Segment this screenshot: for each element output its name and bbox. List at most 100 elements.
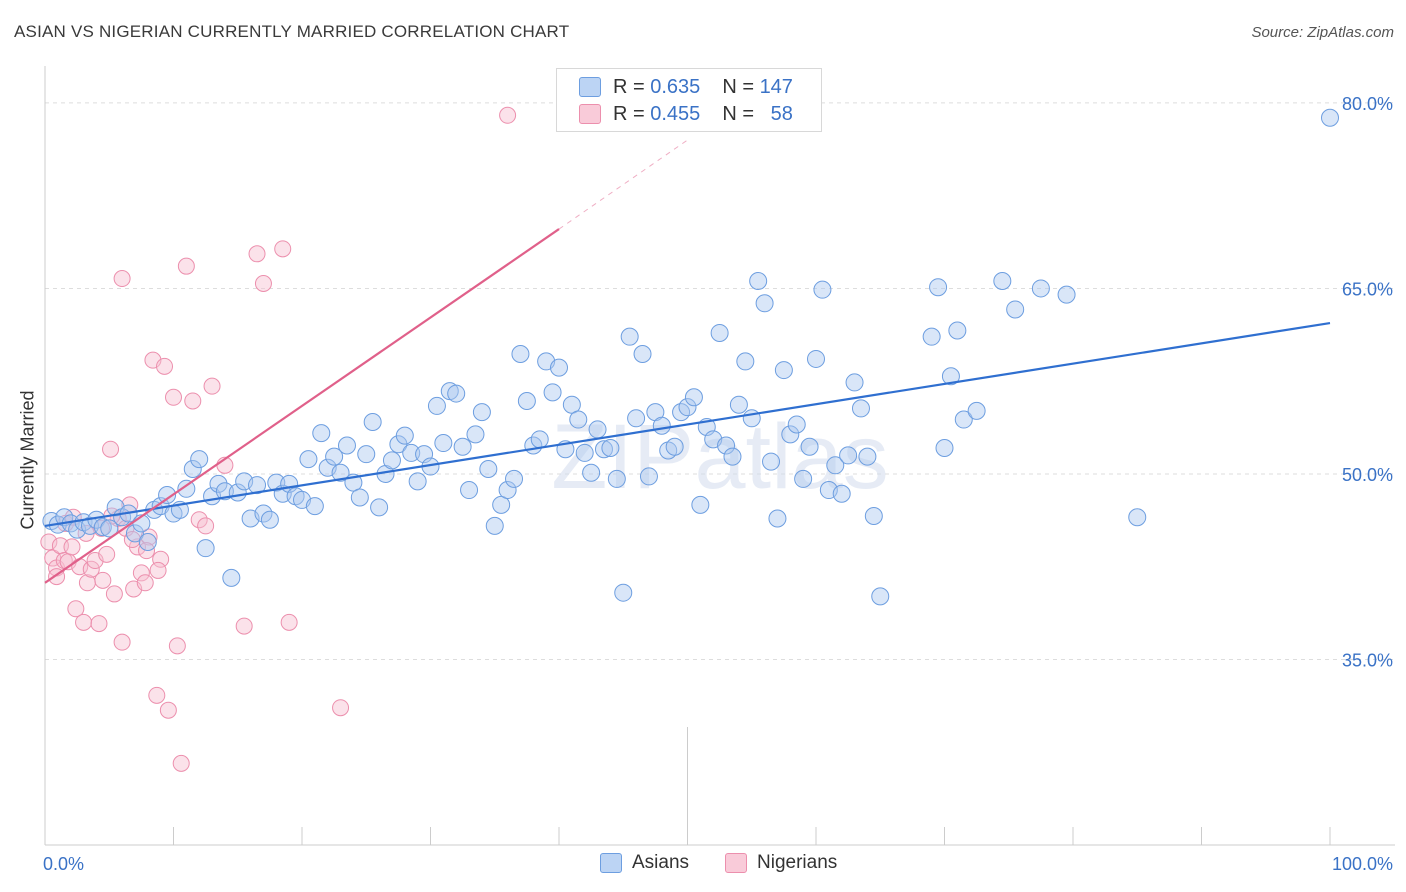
nigerian-point [254, 274, 272, 292]
asian-point [485, 516, 504, 535]
legend-item-asians[interactable]: Asians [600, 852, 689, 874]
x-tick-label-min: 0.0% [43, 854, 84, 874]
asian-point [125, 524, 144, 543]
asian-point [601, 438, 620, 457]
nigerian-point [94, 571, 112, 589]
asian-point [813, 280, 832, 299]
asian-point [575, 443, 594, 462]
asian-point [331, 463, 350, 482]
asian-point [736, 352, 755, 371]
asian-point [190, 450, 209, 469]
asians-n-label: N = [722, 75, 754, 98]
nigerian-point [102, 440, 120, 458]
asian-point [710, 323, 729, 342]
nigerian-point [82, 560, 100, 578]
asian-point [505, 469, 524, 488]
tick-labels: 35.0% 50.0% 65.0% 80.0% 0.0% 100.0% [43, 94, 1393, 874]
nigerian-point [165, 388, 182, 406]
nigerian-point [168, 637, 186, 655]
asian-point [305, 497, 324, 516]
legend-item-nigerians[interactable]: Nigerians [725, 852, 837, 874]
asian-point [427, 396, 446, 415]
nigerian-point [90, 615, 108, 633]
nigerian-point [248, 245, 266, 263]
asian-point [691, 495, 710, 514]
nigerians-points [40, 106, 517, 772]
y-tick-label: 65.0% [1342, 279, 1393, 299]
asian-point [1128, 508, 1147, 527]
nigerians-trend-extension [558, 139, 688, 230]
asian-point [954, 410, 973, 429]
asian-point [800, 437, 819, 456]
asian-point [633, 344, 652, 363]
asian-point [350, 488, 369, 507]
asian-point [781, 425, 800, 444]
nigerian-point [136, 574, 154, 592]
asian-point [562, 395, 581, 414]
nigerian-point [235, 617, 253, 635]
asian-point [466, 425, 485, 444]
legend-row-nigerians: R = 0.455 N = 58 [579, 102, 793, 126]
asian-point [922, 327, 941, 346]
asian-point [832, 484, 851, 503]
nigerians-legend-label: Nigerians [757, 852, 838, 873]
nigerians-r-label: R = [613, 102, 645, 125]
asian-point [260, 510, 279, 529]
asian-point [93, 518, 112, 537]
y-tick-label: 50.0% [1342, 465, 1393, 485]
correlation-legend: R = 0.635 N = 147 R = 0.455 N = 58 [556, 68, 822, 132]
nigerian-point [274, 240, 292, 258]
asian-point [620, 327, 639, 346]
nigerian-point [132, 564, 150, 582]
nigerian-point [93, 519, 111, 537]
asians-n-value: 147 [759, 75, 793, 98]
asian-point [929, 278, 948, 297]
asian-point [851, 399, 870, 418]
nigerian-point [113, 270, 131, 288]
asian-point [1006, 300, 1025, 319]
asian-point [652, 416, 671, 435]
asian-point [1057, 285, 1076, 304]
asian-point [370, 498, 389, 517]
nigerian-point [499, 106, 517, 124]
asian-point [871, 587, 890, 606]
asian-point [530, 430, 549, 449]
asians-swatch [579, 77, 601, 97]
nigerian-point [156, 357, 174, 375]
asian-point [762, 452, 781, 471]
asian-point [408, 472, 427, 491]
asian-point [684, 388, 703, 407]
nigerians-n-value: 58 [770, 102, 793, 125]
nigerians-trend-line [44, 228, 560, 584]
asian-point [614, 583, 633, 602]
nigerian-point [159, 701, 177, 719]
asian-point [183, 460, 202, 479]
asian-point [267, 473, 286, 492]
y-axis-label: Currently Married [17, 390, 38, 530]
nigerian-point [63, 538, 81, 556]
nigerian-point [184, 392, 202, 410]
asian-point [1031, 279, 1050, 298]
asian-point [543, 383, 562, 402]
asians-legend-swatch [600, 853, 622, 873]
nigerians-r-value: 0.455 [650, 102, 701, 125]
asian-point [607, 469, 626, 488]
asian-point [402, 443, 421, 462]
asian-point [382, 451, 401, 470]
asian-point [196, 539, 215, 558]
asian-point [839, 446, 858, 465]
asian-point [472, 403, 491, 422]
asian-point [569, 410, 588, 429]
asian-point [627, 409, 646, 428]
nigerian-point [149, 561, 167, 579]
asian-point [511, 344, 530, 363]
nigerian-point [152, 550, 170, 568]
asian-point [993, 272, 1012, 291]
asian-point [594, 440, 613, 459]
asian-point [639, 467, 658, 486]
nigerian-point [177, 257, 195, 275]
asian-point [158, 485, 177, 504]
chart-title: ASIAN VS NIGERIAN CURRENTLY MARRIED CORR… [14, 22, 570, 41]
y-tick-label: 35.0% [1342, 650, 1393, 670]
